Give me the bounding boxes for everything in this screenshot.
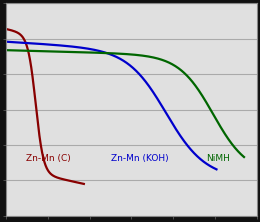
- Text: Zn-Mn (KOH): Zn-Mn (KOH): [111, 154, 169, 163]
- Text: Zn-Mn (C): Zn-Mn (C): [26, 154, 71, 163]
- Text: NiMH: NiMH: [206, 154, 230, 163]
